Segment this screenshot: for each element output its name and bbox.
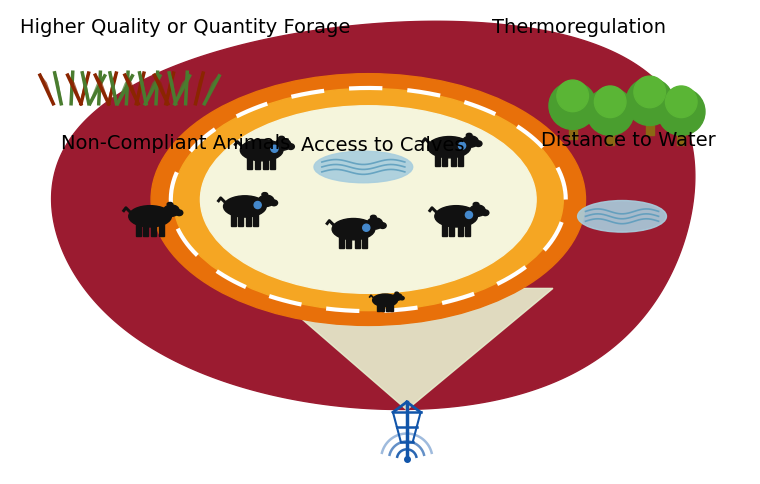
Bar — [253, 213, 258, 226]
Bar — [449, 223, 454, 236]
Bar — [143, 223, 148, 236]
Ellipse shape — [367, 218, 382, 230]
Bar — [362, 236, 367, 249]
Ellipse shape — [163, 206, 179, 217]
Circle shape — [587, 89, 634, 136]
Ellipse shape — [176, 211, 182, 216]
Circle shape — [594, 87, 626, 119]
Bar — [270, 157, 275, 170]
Ellipse shape — [279, 137, 284, 140]
Bar — [381, 304, 384, 312]
Ellipse shape — [475, 141, 482, 147]
Bar — [255, 157, 259, 170]
Ellipse shape — [258, 196, 274, 207]
Ellipse shape — [393, 294, 402, 301]
Circle shape — [271, 146, 278, 153]
Ellipse shape — [379, 223, 386, 229]
Bar — [451, 154, 456, 167]
Ellipse shape — [463, 136, 478, 148]
Ellipse shape — [371, 216, 376, 219]
Bar — [568, 112, 577, 140]
Bar — [355, 236, 360, 249]
Ellipse shape — [578, 201, 667, 233]
Bar — [339, 236, 344, 249]
Bar — [646, 108, 654, 136]
Circle shape — [634, 77, 666, 108]
Ellipse shape — [473, 203, 479, 207]
Ellipse shape — [287, 144, 294, 150]
Text: Higher Quality or Quantity Forage: Higher Quality or Quantity Forage — [20, 18, 350, 37]
Bar — [246, 213, 252, 226]
Text: Distance to Water: Distance to Water — [541, 131, 716, 150]
Ellipse shape — [271, 201, 277, 206]
Ellipse shape — [240, 140, 283, 162]
Ellipse shape — [223, 197, 266, 218]
Bar — [159, 223, 163, 236]
Ellipse shape — [151, 75, 585, 326]
Ellipse shape — [395, 292, 398, 295]
Ellipse shape — [482, 211, 489, 216]
Ellipse shape — [275, 139, 291, 151]
Circle shape — [557, 81, 588, 112]
Ellipse shape — [372, 294, 397, 307]
Bar — [151, 223, 157, 236]
Bar — [263, 157, 268, 170]
Ellipse shape — [435, 206, 477, 227]
Bar — [386, 304, 389, 312]
Ellipse shape — [428, 137, 470, 159]
Polygon shape — [52, 22, 695, 409]
Ellipse shape — [332, 219, 375, 241]
Text: Thermoregulation: Thermoregulation — [492, 18, 666, 37]
Ellipse shape — [400, 297, 404, 300]
Bar — [442, 154, 447, 167]
Ellipse shape — [314, 152, 413, 183]
Ellipse shape — [128, 206, 172, 227]
Ellipse shape — [173, 89, 563, 311]
Bar — [606, 119, 614, 146]
Circle shape — [458, 143, 466, 150]
Text: Access to Calves: Access to Calves — [301, 136, 464, 155]
Bar — [347, 236, 351, 249]
Circle shape — [254, 202, 261, 209]
Text: Non-Compliant Animals: Non-Compliant Animals — [62, 134, 290, 153]
Bar — [464, 223, 470, 236]
Ellipse shape — [470, 206, 486, 217]
Circle shape — [363, 225, 370, 232]
Bar — [230, 213, 236, 226]
Bar — [677, 119, 686, 146]
Ellipse shape — [467, 134, 472, 137]
Polygon shape — [267, 289, 553, 410]
Bar — [136, 223, 141, 236]
Bar — [458, 154, 463, 167]
Ellipse shape — [201, 106, 536, 294]
Circle shape — [626, 79, 673, 126]
Circle shape — [666, 87, 697, 119]
Circle shape — [657, 89, 705, 136]
Bar — [238, 213, 242, 226]
Bar — [435, 154, 440, 167]
Bar — [248, 157, 252, 170]
Bar — [377, 304, 380, 312]
Bar — [442, 223, 447, 236]
Bar — [390, 304, 393, 312]
Bar — [458, 223, 463, 236]
Circle shape — [549, 83, 597, 130]
Ellipse shape — [262, 193, 268, 197]
Circle shape — [465, 212, 473, 219]
Ellipse shape — [167, 203, 173, 207]
